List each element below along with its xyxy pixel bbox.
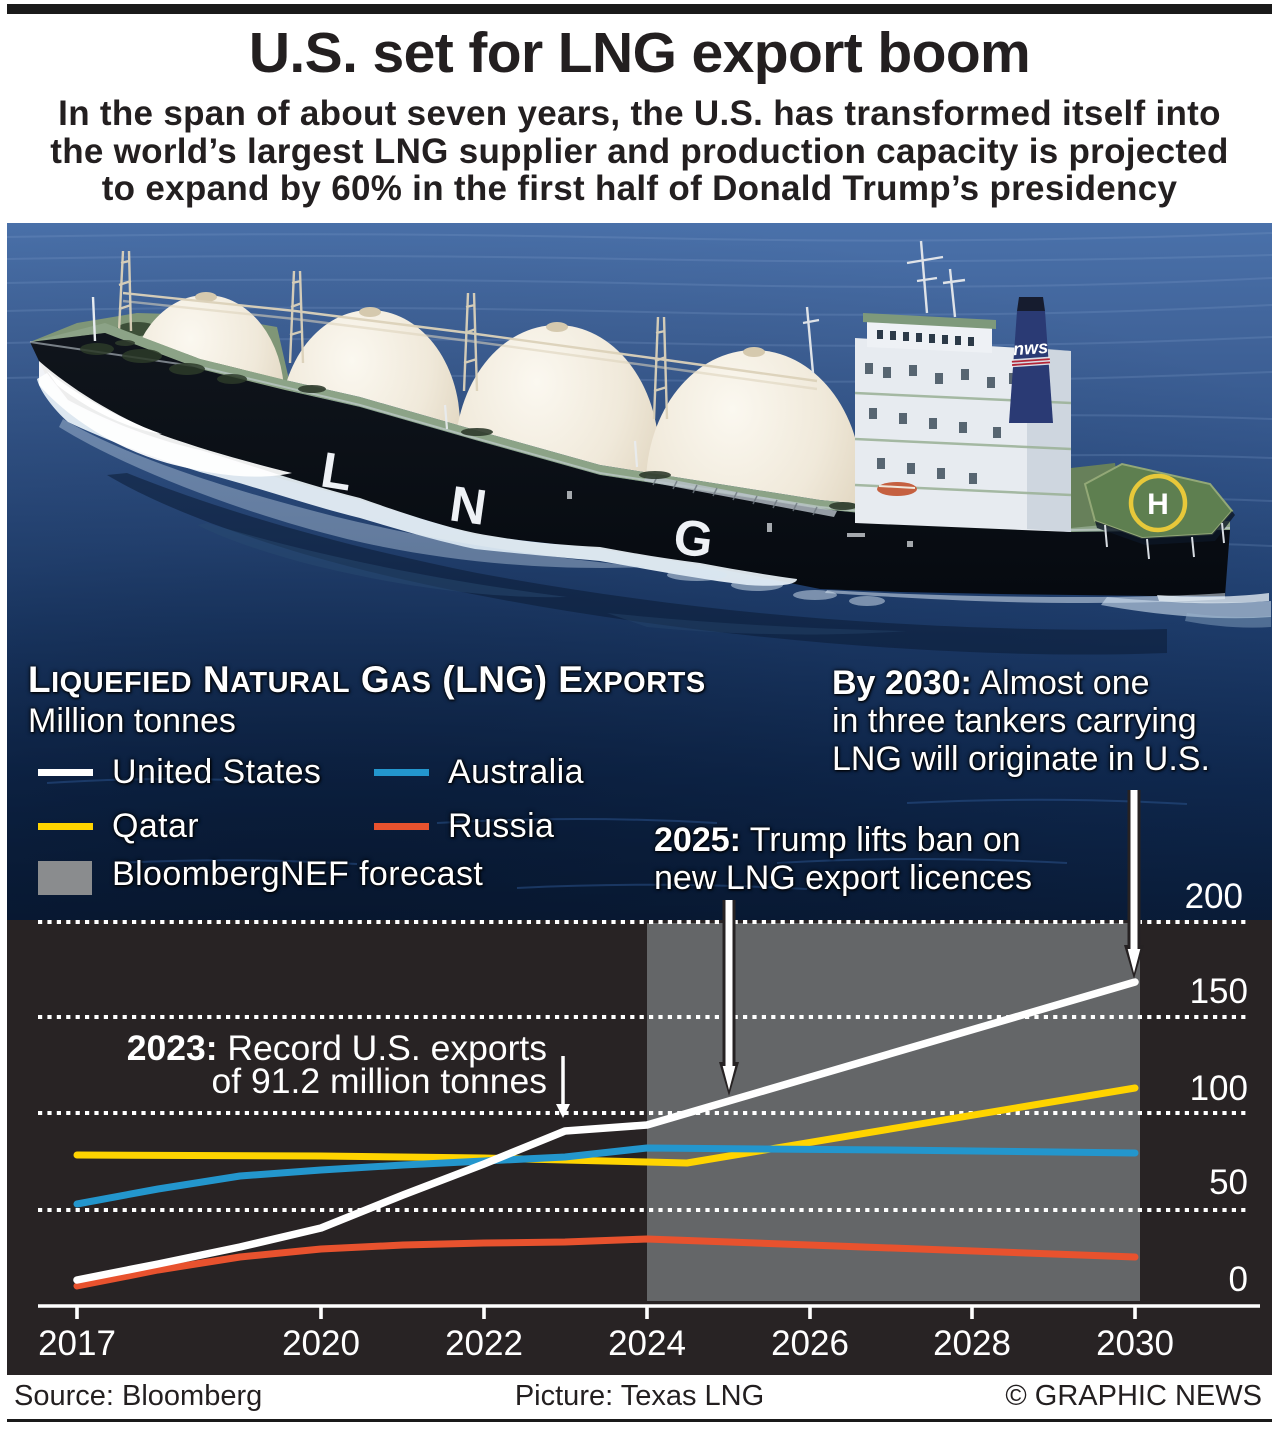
svg-text:N: N [446,475,490,535]
svg-text:nws: nws [1012,337,1048,359]
svg-text:H: H [1147,488,1169,521]
svg-text:G: G [671,508,716,568]
